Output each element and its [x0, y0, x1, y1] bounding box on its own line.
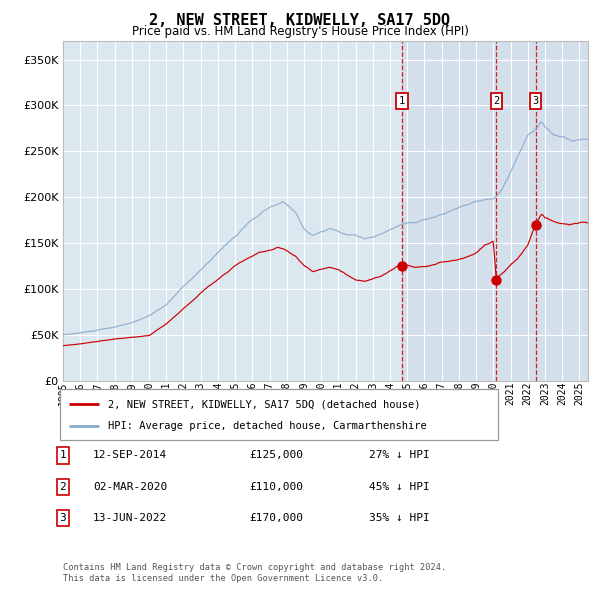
- Text: 2: 2: [493, 96, 499, 106]
- Text: HPI: Average price, detached house, Carmarthenshire: HPI: Average price, detached house, Carm…: [108, 421, 427, 431]
- Text: This data is licensed under the Open Government Licence v3.0.: This data is licensed under the Open Gov…: [63, 574, 383, 583]
- FancyBboxPatch shape: [60, 389, 498, 440]
- Text: £125,000: £125,000: [249, 451, 303, 460]
- Text: 1: 1: [399, 96, 405, 106]
- Text: 2, NEW STREET, KIDWELLY, SA17 5DQ: 2, NEW STREET, KIDWELLY, SA17 5DQ: [149, 13, 451, 28]
- Text: Price paid vs. HM Land Registry's House Price Index (HPI): Price paid vs. HM Land Registry's House …: [131, 25, 469, 38]
- Text: Contains HM Land Registry data © Crown copyright and database right 2024.: Contains HM Land Registry data © Crown c…: [63, 563, 446, 572]
- Bar: [402, 41, 588, 381]
- Text: 35% ↓ HPI: 35% ↓ HPI: [369, 513, 430, 523]
- Text: 2, NEW STREET, KIDWELLY, SA17 5DQ (detached house): 2, NEW STREET, KIDWELLY, SA17 5DQ (detac…: [108, 399, 421, 409]
- Text: £170,000: £170,000: [249, 513, 303, 523]
- Text: 02-MAR-2020: 02-MAR-2020: [93, 482, 167, 491]
- Text: 13-JUN-2022: 13-JUN-2022: [93, 513, 167, 523]
- Text: 1: 1: [59, 451, 67, 460]
- Text: 3: 3: [59, 513, 67, 523]
- Text: 12-SEP-2014: 12-SEP-2014: [93, 451, 167, 460]
- Text: 45% ↓ HPI: 45% ↓ HPI: [369, 482, 430, 491]
- Text: 27% ↓ HPI: 27% ↓ HPI: [369, 451, 430, 460]
- Text: 2: 2: [59, 482, 67, 491]
- Text: £110,000: £110,000: [249, 482, 303, 491]
- Text: 3: 3: [532, 96, 539, 106]
